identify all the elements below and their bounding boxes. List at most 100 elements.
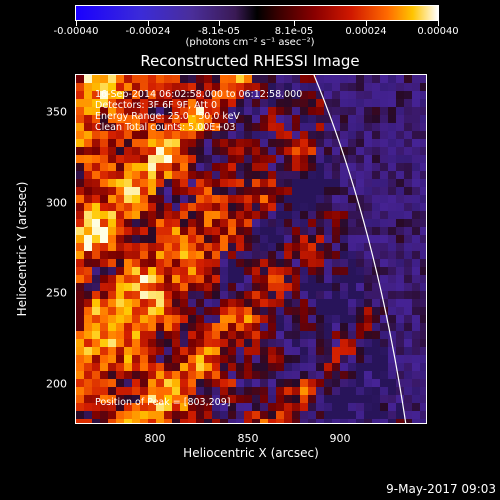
image-pixel [124,291,132,299]
image-pixel [124,235,132,243]
image-pixel [244,403,252,411]
image-pixel [276,163,284,171]
image-pixel [92,139,100,147]
image-pixel [204,371,212,379]
image-pixel [372,131,380,139]
info-clean-counts: Clean Total counts: 5.00E+03 [95,122,236,133]
image-pixel [236,75,244,83]
image-pixel [244,155,252,163]
image-pixel [244,115,252,123]
image-pixel [420,419,426,423]
image-pixel [100,115,108,123]
image-pixel [276,363,284,371]
image-pixel [116,187,124,195]
image-pixel [116,379,124,387]
image-pixel [252,179,260,187]
image-pixel [244,187,252,195]
image-pixel [180,99,188,107]
image-pixel [228,347,236,355]
image-pixel [140,139,148,147]
image-pixel [372,331,380,339]
image-pixel [228,235,236,243]
image-pixel [244,267,252,275]
image-pixel [412,195,420,203]
image-pixel [164,347,172,355]
image-pixel [132,283,140,291]
image-pixel [140,347,148,355]
image-pixel [380,83,388,91]
image-pixel [324,235,332,243]
image-pixel [228,123,236,131]
image-pixel [340,155,348,163]
image-pixel [260,243,268,251]
image-pixel [164,299,172,307]
image-pixel [316,163,324,171]
image-pixel [332,243,340,251]
image-pixel [84,251,92,259]
image-pixel [284,275,292,283]
image-pixel [196,163,204,171]
image-pixel [100,307,108,315]
image-pixel [180,283,188,291]
image-pixel [356,211,364,219]
image-pixel [364,347,372,355]
image-pixel [348,139,356,147]
image-pixel [292,195,300,203]
image-pixel [244,75,252,83]
image-pixel [308,267,316,275]
image-pixel [244,179,252,187]
image-pixel [276,179,284,187]
image-pixel [332,339,340,347]
image-pixel [236,283,244,291]
image-pixel [316,379,324,387]
image-pixel [356,379,364,387]
image-pixel [332,139,340,147]
image-pixel [204,267,212,275]
image-pixel [164,411,172,419]
image-pixel [420,155,426,163]
image-pixel [92,355,100,363]
image-pixel [372,371,380,379]
image-pixel [236,363,244,371]
image-pixel [420,331,426,339]
image-pixel [76,411,84,419]
image-pixel [116,219,124,227]
image-pixel [340,147,348,155]
image-pixel [340,307,348,315]
image-pixel [412,243,420,251]
image-pixel [188,107,196,115]
image-pixel [228,371,236,379]
image-pixel [212,347,220,355]
image-pixel [292,275,300,283]
image-pixel [212,203,220,211]
image-pixel [148,299,156,307]
image-pixel [412,163,420,171]
image-pixel [396,131,404,139]
image-pixel [308,123,316,131]
image-pixel [388,403,396,411]
image-pixel [124,91,132,99]
image-pixel [356,251,364,259]
image-pixel [124,123,132,131]
image-pixel [300,371,308,379]
image-pixel [188,379,196,387]
image-pixel [420,235,426,243]
image-pixel [332,163,340,171]
image-pixel [252,387,260,395]
image-pixel [364,203,372,211]
image-pixel [348,243,356,251]
image-pixel [380,187,388,195]
image-pixel [212,371,220,379]
colorbar-tick-label: 8.1e-05 [274,26,314,37]
image-pixel [148,235,156,243]
image-pixel [300,83,308,91]
image-pixel [220,267,228,275]
image-pixel [276,387,284,395]
image-pixel [396,203,404,211]
image-pixel [180,371,188,379]
image-pixel [276,275,284,283]
image-pixel [100,107,108,115]
image-pixel [204,395,212,403]
image-pixel [172,379,180,387]
image-pixel [116,355,124,363]
